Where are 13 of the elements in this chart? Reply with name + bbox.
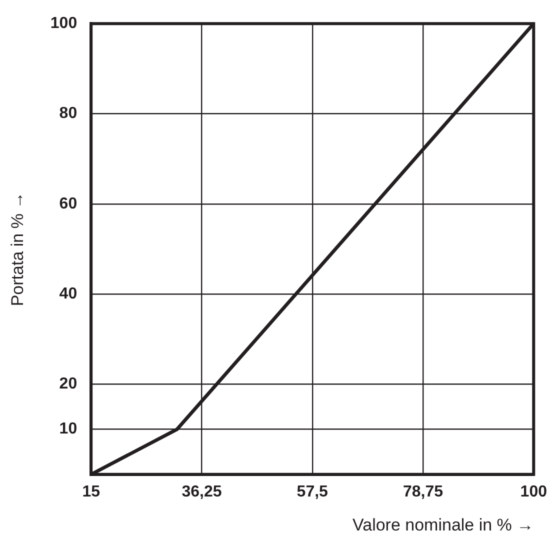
y-tick-label: 80 bbox=[59, 105, 78, 122]
x-tick-label: 57,5 bbox=[296, 483, 328, 500]
y-tick-label: 60 bbox=[59, 195, 78, 212]
y-tick-label: 100 bbox=[50, 15, 78, 32]
y-tick-label: 10 bbox=[59, 420, 78, 438]
x-axis-title: Valore nominale in % → bbox=[352, 515, 534, 534]
y-axis-title: Portata in % → bbox=[8, 192, 27, 306]
x-tick-label: 78,75 bbox=[402, 483, 444, 500]
x-tick-label: 100 bbox=[520, 483, 548, 500]
y-tick-label: 40 bbox=[59, 285, 78, 302]
x-tick-label: 15 bbox=[82, 483, 100, 500]
y-tick-label: 20 bbox=[59, 376, 78, 393]
x-tick-label: 36,25 bbox=[182, 483, 222, 500]
